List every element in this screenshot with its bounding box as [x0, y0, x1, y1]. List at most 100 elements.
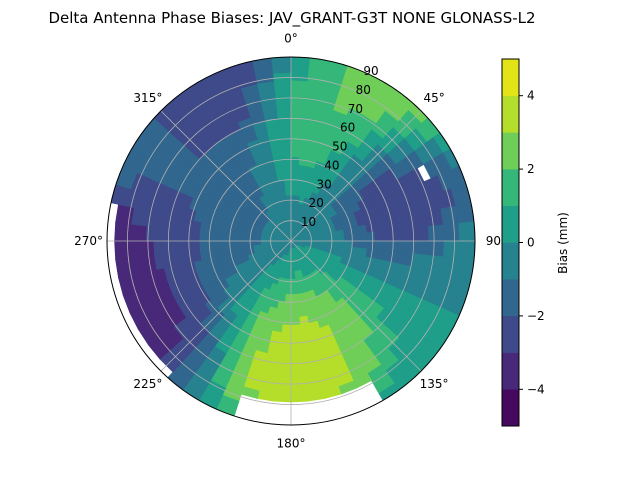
contour-cell [290, 309, 300, 319]
contour-cell [282, 163, 292, 173]
contour-cell [296, 293, 305, 303]
radial-tick-label: 70 [348, 102, 363, 116]
contour-cell [284, 186, 292, 196]
colorbar-band [501, 58, 520, 96]
azimuth-tick-label: 135° [420, 377, 449, 391]
contour-cell [290, 64, 310, 74]
contour-cell [137, 240, 147, 258]
contour-cell [183, 240, 193, 253]
contour-cell [198, 230, 208, 242]
contour-cell [290, 316, 301, 326]
azimuth-labels: 0° 45° 90 135° 180° 225° 270° 315° [74, 32, 501, 451]
contour-cell [160, 226, 170, 242]
contour-cell [280, 148, 292, 158]
contour-cell [274, 87, 292, 97]
contour-cell [276, 110, 292, 120]
azimuth-grid-line [160, 110, 292, 242]
colorbar-band [501, 132, 520, 170]
contour-cell [374, 230, 384, 242]
contour-cell [443, 240, 453, 259]
contour-cell [229, 246, 239, 255]
colorbar-band [501, 205, 520, 243]
contour-cell [290, 87, 308, 97]
contour-cell [412, 226, 422, 242]
contour-cell [167, 227, 178, 242]
contour-cell [382, 230, 392, 242]
azimuth-tick-label: 225° [133, 377, 162, 391]
radial-tick-label: 20 [309, 196, 324, 210]
contour-cell [328, 235, 338, 242]
colorbar-label: Bias (mm) [556, 212, 570, 274]
contour-cell [221, 233, 231, 242]
radial-labels: 10 20 30 40 50 60 70 80 90 [301, 64, 379, 229]
contour-cell [435, 224, 445, 242]
contour-cell [366, 231, 376, 242]
contour-cell [279, 133, 292, 143]
radial-tick-label: 40 [324, 158, 339, 172]
contour-cell [236, 240, 246, 248]
contour-cell [290, 385, 308, 395]
azimuth-grid-line [160, 240, 292, 372]
contour-cell [359, 240, 369, 250]
contour-cell [290, 271, 296, 280]
contour-cell [427, 240, 438, 257]
contour-cell [121, 222, 132, 242]
colorbar-ticks: 4 2 0 −2 −4 [519, 89, 545, 396]
contour-cell [144, 240, 155, 257]
contour-cell [283, 171, 292, 181]
azimuth-tick-label: 90 [486, 234, 501, 248]
contour-cell [374, 240, 384, 252]
contour-cell [275, 94, 292, 105]
contour-cell [412, 240, 422, 256]
colorbar-tick-label: −2 [527, 309, 545, 323]
contour-cell [284, 179, 292, 189]
chart-title: Delta Antenna Phase Biases: JAV_GRANT-G3… [48, 9, 535, 28]
contour-cell [321, 236, 330, 242]
contour-cell [271, 57, 292, 67]
azimuth-tick-label: 315° [133, 91, 162, 105]
contour-cell [389, 240, 399, 253]
contour-cell [290, 339, 303, 349]
colorbar: 4 2 0 −2 −4 Bias (mm) [501, 58, 570, 427]
contour-cell [281, 156, 292, 166]
contour-cell [129, 223, 139, 242]
contour-cell [272, 64, 292, 74]
contour-cell [290, 117, 305, 128]
contour-cell [252, 240, 261, 246]
colorbar-bands [501, 58, 520, 427]
contour-cell [290, 133, 303, 143]
contour-cell [152, 240, 162, 256]
contour-cell [273, 79, 292, 89]
contour-cell [277, 179, 286, 189]
contour-cell [290, 163, 300, 173]
radial-tick-label: 10 [301, 215, 316, 229]
radial-tick-label: 90 [363, 64, 378, 78]
contour-cell [336, 234, 346, 242]
contour-cell [213, 232, 223, 242]
contour-cell [366, 240, 376, 251]
contour-cell [290, 332, 302, 342]
contour-cell [389, 229, 399, 242]
contour-cell [359, 232, 369, 242]
colorbar-band [501, 168, 520, 207]
contour-cell [290, 79, 309, 89]
contour-cell [290, 362, 306, 372]
contour-cell [206, 231, 216, 242]
contour-cell [351, 240, 361, 249]
contour-cell [435, 240, 445, 258]
colorbar-tick-label: 4 [527, 89, 535, 103]
azimuth-tick-label: 0° [284, 32, 298, 46]
contour-cell [343, 234, 353, 242]
colorbar-band [501, 389, 520, 427]
contour-cell [420, 240, 430, 256]
contour-cell [443, 223, 453, 242]
contour-cell [175, 240, 185, 254]
contour-cell [277, 117, 292, 128]
contour-cell [206, 240, 216, 251]
contour-cell [290, 125, 304, 135]
contour-cell [244, 240, 254, 247]
contour-cell [283, 301, 292, 311]
contour-cell [290, 94, 307, 105]
contour-cell [290, 148, 302, 158]
contour-cell [351, 233, 361, 242]
